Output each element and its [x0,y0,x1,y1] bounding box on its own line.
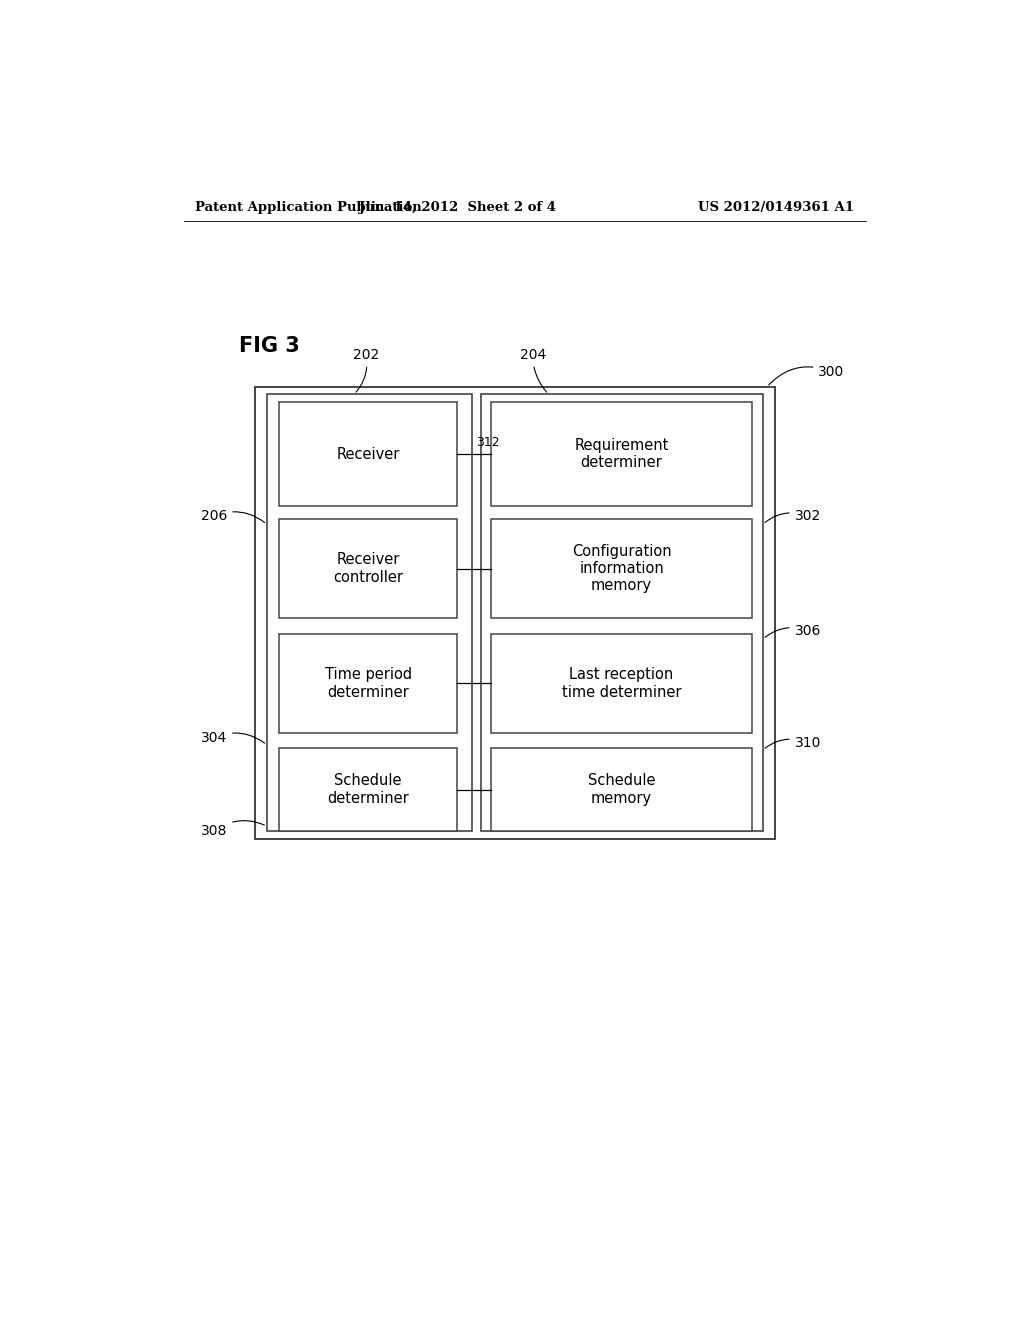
Bar [492,519,752,618]
Text: Configuration
information
memory: Configuration information memory [571,544,672,594]
Bar [492,634,752,733]
Text: 206: 206 [201,510,265,523]
Text: Last reception
time determiner: Last reception time determiner [562,667,681,700]
Bar [267,395,472,832]
Text: 308: 308 [201,821,264,838]
Text: 300: 300 [769,364,845,385]
Text: Patent Application Publication: Patent Application Publication [196,201,422,214]
Text: Receiver
controller: Receiver controller [333,552,403,585]
Text: 302: 302 [765,510,821,523]
Text: 306: 306 [765,624,821,638]
Bar [481,395,763,832]
Bar [492,403,752,506]
Text: Receiver: Receiver [336,446,399,462]
Text: 202: 202 [353,347,379,392]
Text: Jun. 14, 2012  Sheet 2 of 4: Jun. 14, 2012 Sheet 2 of 4 [358,201,556,214]
Bar [492,748,752,832]
Bar [279,519,458,618]
Text: Time period
determiner: Time period determiner [325,667,412,700]
Bar [279,748,458,832]
Text: Requirement
determiner: Requirement determiner [574,438,669,470]
Text: US 2012/0149361 A1: US 2012/0149361 A1 [698,201,854,214]
Bar [279,634,458,733]
Bar [255,387,775,840]
Text: Schedule
memory: Schedule memory [588,774,655,805]
Text: 312: 312 [476,436,500,449]
Text: 310: 310 [765,735,821,750]
Bar [279,403,458,506]
Text: 204: 204 [519,347,547,392]
Text: Schedule
determiner: Schedule determiner [328,774,409,805]
Text: FIG 3: FIG 3 [240,337,300,356]
Text: 304: 304 [201,731,264,744]
